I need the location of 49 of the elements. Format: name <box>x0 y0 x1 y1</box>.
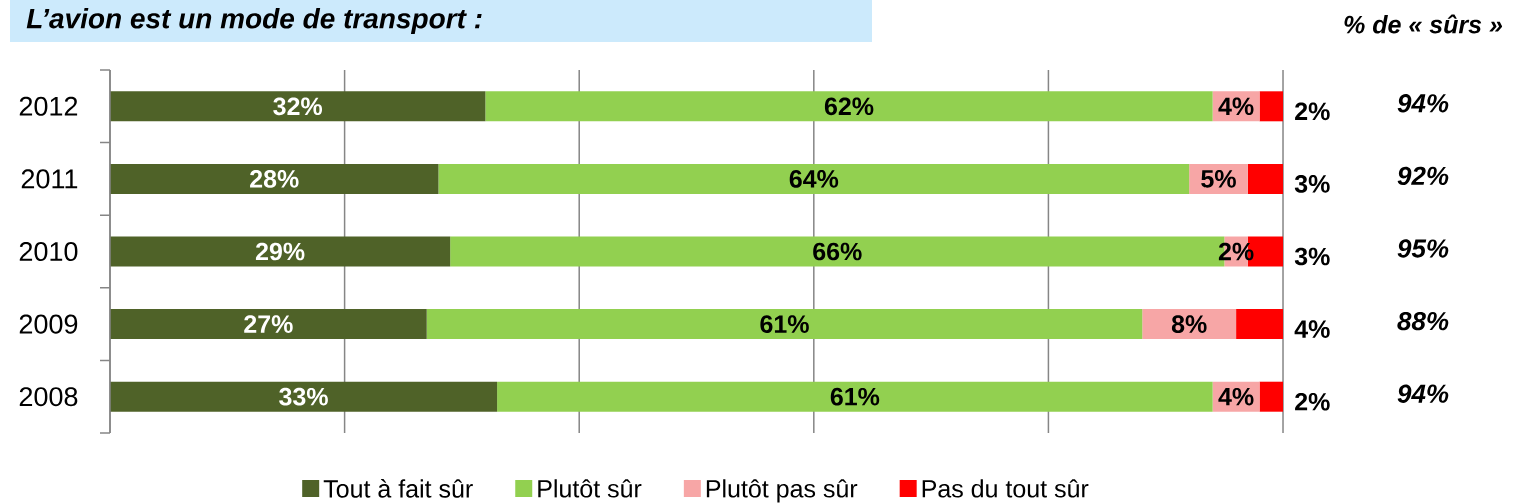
bar <box>438 163 1190 194</box>
y-tick-label: 2008 <box>19 387 78 407</box>
data-label: 32% <box>273 97 323 116</box>
data-label: 2% <box>1295 392 1330 411</box>
y-tick-label: 2011 <box>21 169 78 189</box>
data-label: 29% <box>255 242 305 261</box>
data-label: 2% <box>1295 102 1330 121</box>
data-label: 64% <box>789 170 839 188</box>
data-label: 3% <box>1294 175 1330 193</box>
data-label: 33% <box>279 387 328 406</box>
text: 94% <box>1397 94 1449 113</box>
chart-title: L’avion est un mode de transport : <box>26 7 482 35</box>
bar <box>1247 163 1284 194</box>
data-label: 61% <box>830 387 880 406</box>
data-label: 8% <box>1171 315 1207 333</box>
text: 95% <box>1397 239 1449 258</box>
data-label: 27% <box>244 315 293 333</box>
y-tick-label: 2009 <box>19 314 78 334</box>
text: % de « sûrs » <box>1344 14 1503 34</box>
bar <box>426 309 1143 340</box>
bar <box>497 381 1213 412</box>
text: 92% <box>1397 166 1449 186</box>
data-label: 62% <box>824 97 874 116</box>
bar <box>110 309 427 340</box>
data-label: 66% <box>813 242 862 261</box>
legend-label: Plutôt pas sûr <box>706 479 858 503</box>
bar <box>110 236 451 267</box>
bar <box>1142 309 1237 340</box>
data-label: 61% <box>760 315 809 333</box>
legend-label: Plutôt sûr <box>538 479 642 498</box>
data-label: 4% <box>1294 320 1330 338</box>
data-label: 3% <box>1294 247 1330 266</box>
text: 88% <box>1397 311 1449 331</box>
bar <box>110 163 439 194</box>
data-label: 5% <box>1201 170 1236 188</box>
legend-label: Pas du tout sûr <box>922 479 1089 498</box>
bar <box>1259 381 1284 412</box>
data-label: 4% <box>1218 387 1254 406</box>
data-label: 28% <box>250 170 299 188</box>
bar <box>485 91 1213 122</box>
legend-label: Tout à fait sûr <box>323 479 473 498</box>
bar <box>1259 91 1284 122</box>
y-tick-label: 2010 <box>19 241 78 262</box>
data-label: 4% <box>1218 97 1254 116</box>
text: 94% <box>1397 384 1449 403</box>
bar <box>1236 309 1284 340</box>
bar <box>110 381 498 412</box>
bar <box>110 91 486 122</box>
y-tick-label: 2012 <box>19 96 78 116</box>
